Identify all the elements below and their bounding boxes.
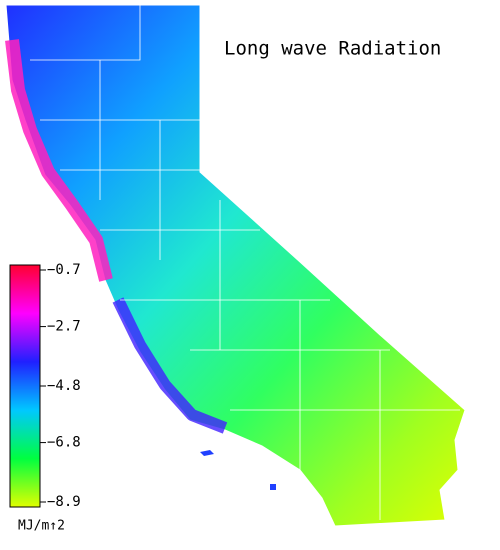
island bbox=[200, 450, 276, 490]
colorbar-tick-label: −4.8 bbox=[47, 378, 81, 394]
colorbar-tick-label: −6.8 bbox=[47, 435, 81, 451]
county-lines bbox=[30, 5, 460, 520]
colorbar-tick-label: −8.9 bbox=[47, 494, 81, 510]
state-map bbox=[5, 4, 466, 527]
colorbar: −0.7 −2.7 −4.8 −6.8 −8.9 bbox=[9, 262, 81, 510]
map-title: Long wave Radiation bbox=[224, 38, 441, 60]
colorbar-scale bbox=[9, 264, 41, 508]
coastal-band bbox=[112, 297, 228, 434]
colorbar-tick-label: −2.7 bbox=[47, 319, 81, 335]
colorbar-unit: MJ/m↑2 bbox=[18, 519, 65, 534]
colorbar-tick-label: −0.7 bbox=[47, 262, 81, 278]
coastal-band bbox=[5, 39, 113, 282]
